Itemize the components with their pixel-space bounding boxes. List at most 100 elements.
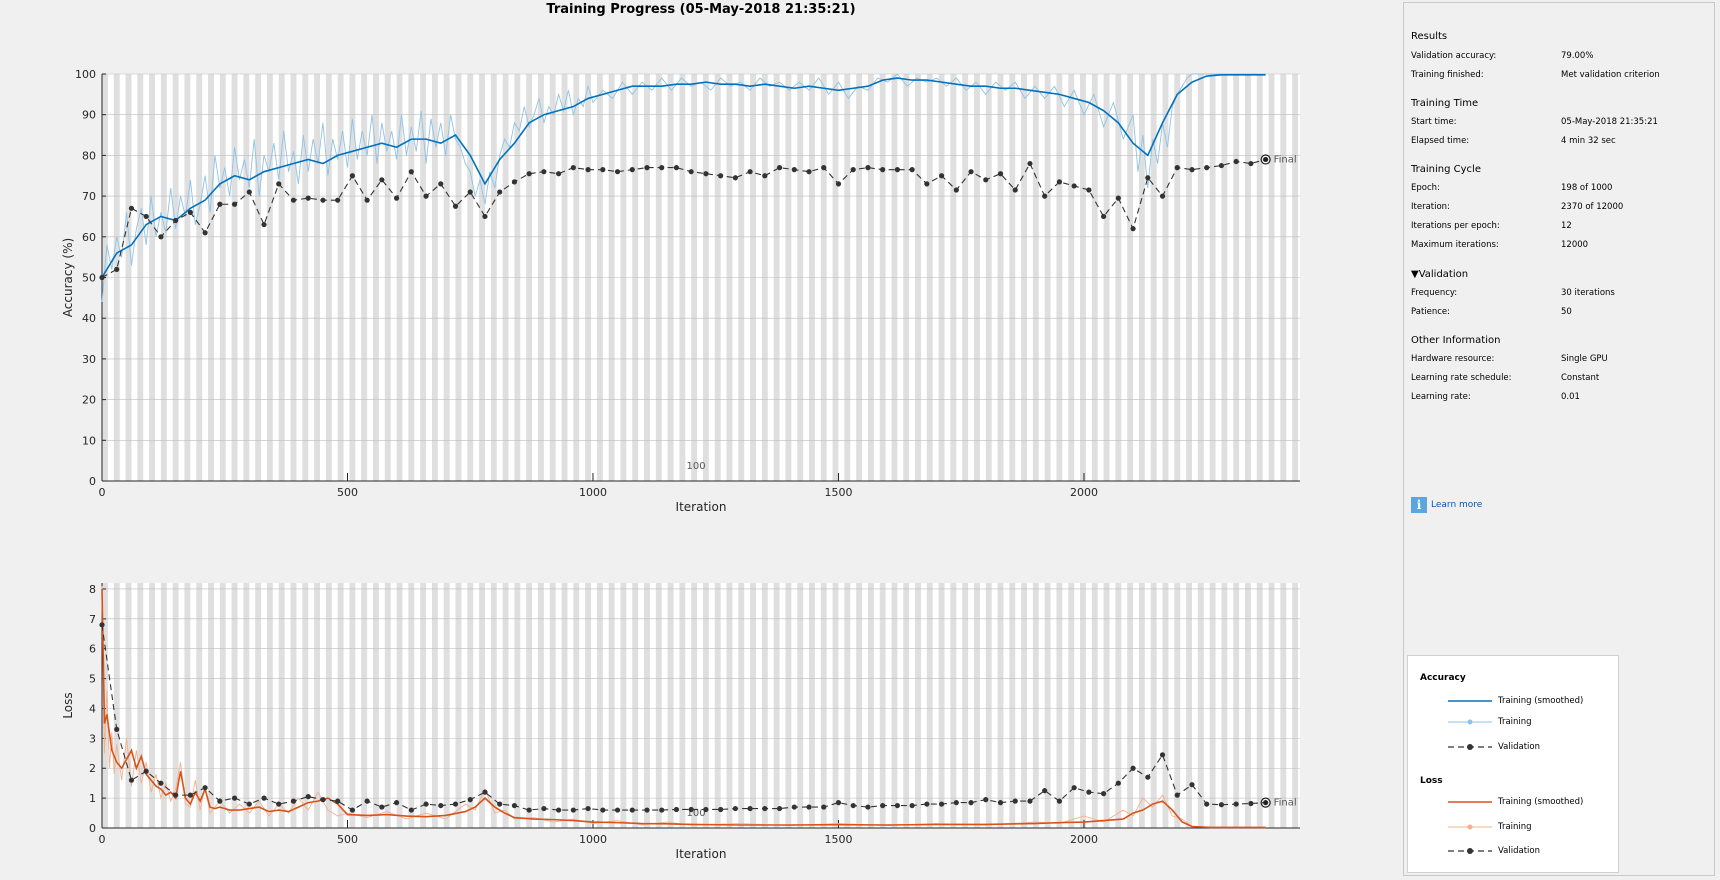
validation-point <box>364 798 370 804</box>
validation-point <box>850 167 856 173</box>
epoch-band <box>502 583 509 828</box>
validation-point <box>393 195 400 201</box>
info-label: Iterations per epoch: <box>1411 221 1500 231</box>
epoch-band <box>773 583 780 828</box>
validation-point <box>423 193 429 199</box>
validation-point <box>143 213 149 220</box>
validation-point <box>776 805 783 812</box>
epoch-band <box>903 583 910 828</box>
validation-point <box>924 801 930 807</box>
validation-point <box>497 189 503 195</box>
training-series <box>101 73 1266 302</box>
info-value: 12 <box>1561 221 1572 231</box>
legend-accuracy-training: Training <box>1448 715 1532 729</box>
epoch-band <box>361 583 368 828</box>
y-axis-label: Accuracy (%) <box>61 238 75 317</box>
y-tick-label: 80 <box>82 149 96 162</box>
y-tick-label: 3 <box>89 732 96 745</box>
epoch-band <box>1127 583 1134 828</box>
validation-point <box>1101 791 1107 797</box>
learn-more-link[interactable]: i Learn more <box>1411 497 1482 513</box>
y-tick-label: 1 <box>89 792 96 805</box>
validation-point <box>968 800 974 806</box>
legend-label: Training <box>1498 822 1532 832</box>
y-tick-label: 6 <box>89 643 96 656</box>
legend-loss-smoothed: Training (smoothed) <box>1448 795 1583 809</box>
info-value: 198 of 1000 <box>1561 183 1613 193</box>
epoch-band <box>125 583 132 828</box>
epoch-band <box>561 583 568 828</box>
section-title: Training Cycle <box>1411 164 1481 175</box>
y-tick-label: 0 <box>89 822 96 835</box>
x-tick-label: 1000 <box>579 486 607 499</box>
validation-point <box>1086 789 1092 795</box>
validation-point <box>703 806 709 813</box>
validation-point <box>290 197 297 203</box>
epoch-band <box>938 583 945 828</box>
validation-point <box>983 797 989 803</box>
legend-accuracy-validation: Validation <box>1448 740 1540 754</box>
validation-point <box>1248 800 1254 807</box>
validation-point <box>511 179 518 185</box>
final-marker <box>1260 154 1271 165</box>
validation-point <box>290 798 297 804</box>
epoch-band <box>1280 583 1287 828</box>
validation-point <box>467 797 473 803</box>
epoch-band <box>620 583 627 828</box>
validation-point <box>673 806 680 813</box>
validation-point <box>747 169 753 175</box>
info-value: Constant <box>1561 373 1600 383</box>
validation-point <box>1071 183 1077 189</box>
validation-point <box>526 171 532 177</box>
info-value: Met validation criterion <box>1561 70 1660 80</box>
validation-point <box>1130 226 1136 232</box>
validation-point <box>585 805 591 812</box>
epoch-band <box>679 583 686 828</box>
epoch-band <box>172 583 179 828</box>
validation-point <box>556 807 562 813</box>
info-label: Start time: <box>1411 117 1457 127</box>
epoch-band <box>443 583 450 828</box>
validation-point <box>1071 785 1077 791</box>
epoch-band <box>1091 583 1098 828</box>
validation-point <box>246 189 252 195</box>
validation-point <box>320 797 326 803</box>
epoch-band <box>526 583 533 828</box>
validation-point <box>128 205 135 211</box>
validation-point <box>865 804 871 810</box>
info-label: Validation accuracy: <box>1411 51 1497 61</box>
learn-more-label: Learn more <box>1431 500 1483 510</box>
validation-point <box>1042 788 1048 794</box>
epoch-band <box>537 583 544 828</box>
epoch-band <box>702 583 709 828</box>
validation-point <box>938 801 945 807</box>
plot-area <box>102 583 1300 828</box>
legend-label: Validation <box>1498 846 1540 856</box>
validation-point <box>1115 780 1121 786</box>
validation-point <box>997 171 1004 177</box>
validation-point <box>1056 179 1063 185</box>
epoch-band <box>926 583 933 828</box>
legend-line-marker-icon <box>1448 719 1492 725</box>
epoch-band <box>431 583 438 828</box>
epoch-band <box>1056 583 1063 828</box>
y-tick-label: 10 <box>82 434 96 447</box>
epoch-band <box>738 583 745 828</box>
x-tick-label: 0 <box>99 486 106 499</box>
epoch-band <box>809 583 815 828</box>
epoch-band <box>832 583 839 828</box>
validation-point <box>349 807 356 813</box>
validation-point <box>791 804 797 810</box>
validation-point <box>423 801 429 807</box>
epoch-band <box>196 583 203 828</box>
validation-point <box>379 177 385 183</box>
y-tick-label: 2 <box>89 762 96 775</box>
validation-point <box>938 173 945 179</box>
x-tick-label: 2000 <box>1070 486 1098 499</box>
legend-loss-title: Loss <box>1420 776 1443 786</box>
validation-point <box>747 805 753 812</box>
x-tick-label: 1000 <box>579 833 607 846</box>
epoch-band <box>797 583 804 828</box>
epoch-band <box>1068 583 1075 828</box>
y-tick-label: 4 <box>89 702 96 715</box>
